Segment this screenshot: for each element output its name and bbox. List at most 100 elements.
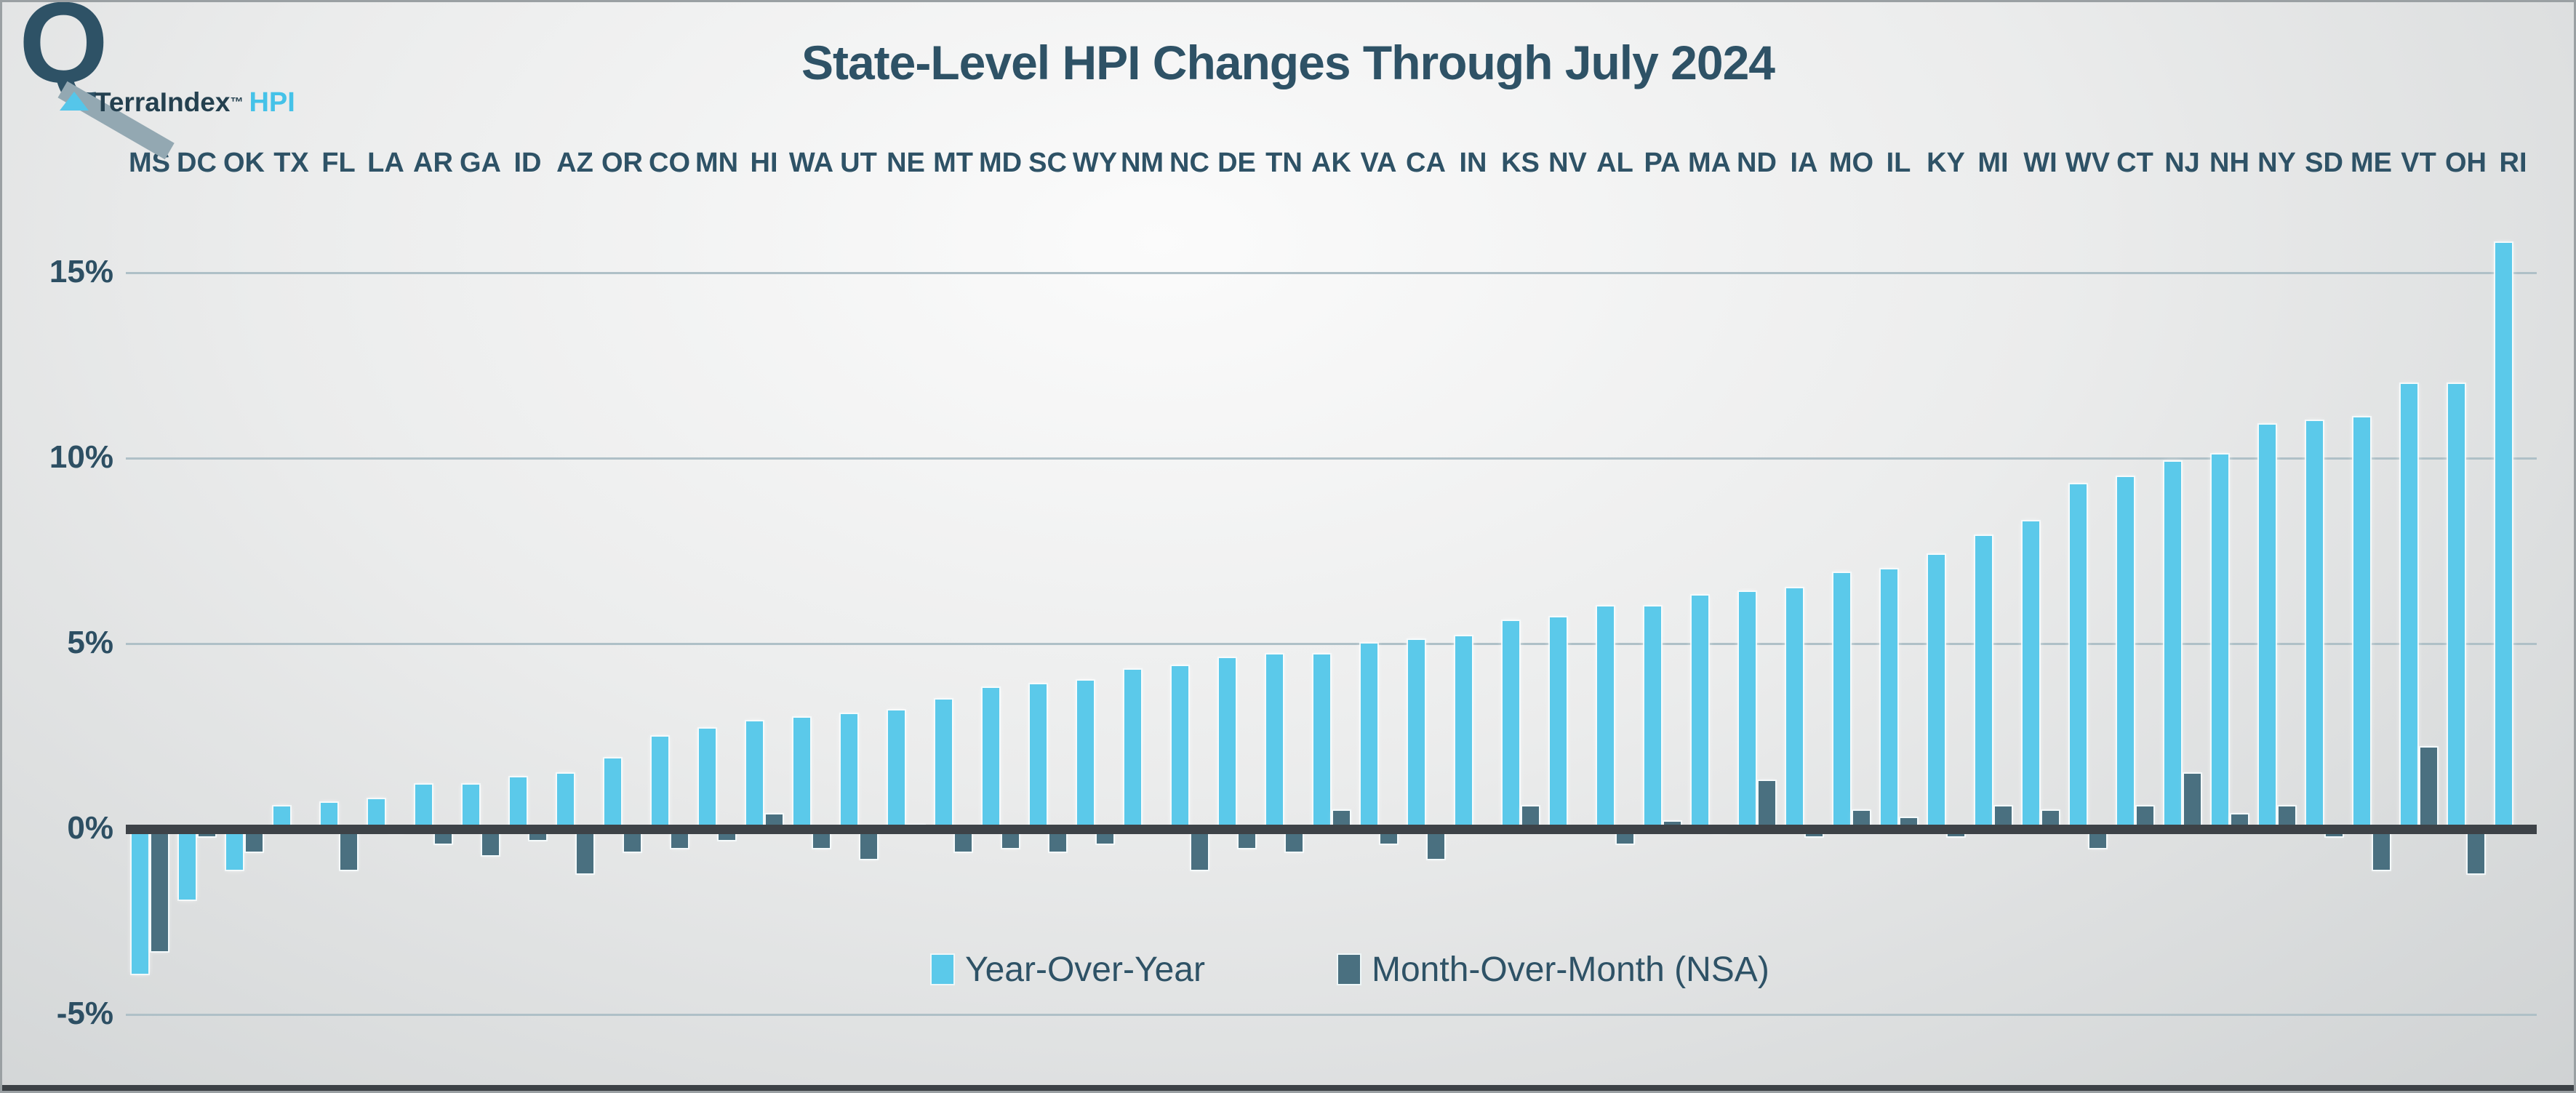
- bar-yoy-AK: [1311, 653, 1332, 830]
- x-label-NE: NE: [887, 148, 925, 178]
- bar-yoy-MT: [933, 697, 953, 830]
- bar-yoy-NH: [2209, 452, 2230, 830]
- x-label-MD: MD: [978, 148, 1023, 178]
- bar-yoy-SD: [2304, 420, 2324, 830]
- bar-yoy-AR: [413, 782, 433, 830]
- bar-yoy-ND: [1737, 590, 1757, 830]
- x-label-VT: VT: [2401, 148, 2436, 178]
- x-label-ID: ID: [513, 148, 542, 178]
- x-label-MO: MO: [1828, 148, 1874, 178]
- x-label-AR: AR: [413, 148, 453, 178]
- x-label-PA: PA: [1644, 148, 1681, 178]
- x-label-NC: NC: [1169, 148, 1209, 178]
- x-label-SC: SC: [1028, 148, 1067, 178]
- legend-item-mom: Month-Over-Month (NSA): [1337, 949, 1769, 990]
- bar-yoy-ID: [508, 775, 528, 830]
- x-label-TX: TX: [273, 148, 309, 178]
- gridline-5%: [126, 643, 2537, 645]
- bar-mom-CA: [1425, 828, 1446, 860]
- bar-mom-NY: [2276, 805, 2297, 830]
- chart-title: State-Level HPI Changes Through July 202…: [801, 36, 1775, 89]
- bar-yoy-VT: [2399, 383, 2419, 830]
- terraindex-logo: Q TerraIndex™ HPI: [19, 0, 324, 160]
- bar-yoy-PA: [1642, 605, 1663, 830]
- bar-yoy-DC: [177, 828, 197, 901]
- bar-yoy-CT: [2115, 475, 2135, 830]
- bar-mom-FL: [338, 827, 359, 872]
- bar-mom-GA: [480, 828, 500, 857]
- bar-yoy-NV: [1548, 616, 1568, 830]
- bar-mom-MT: [953, 828, 973, 853]
- bar-mom-ME: [2371, 827, 2391, 872]
- x-label-SD: SD: [2305, 148, 2343, 178]
- bar-mom-ND: [1756, 779, 1777, 830]
- logo-q-icon: Q: [19, 0, 108, 107]
- bar-mom-UT: [858, 828, 879, 860]
- bar-mom-TN: [1284, 828, 1304, 853]
- bar-mom-NJ: [2182, 772, 2202, 830]
- x-label-IN: IN: [1459, 148, 1487, 178]
- bar-mom-AK: [1331, 809, 1351, 830]
- x-label-DC: DC: [177, 148, 217, 178]
- bar-mom-CT: [2135, 805, 2155, 830]
- x-label-CA: CA: [1406, 148, 1446, 178]
- x-label-MT: MT: [933, 148, 973, 178]
- y-tick-15%: 15%: [49, 254, 113, 289]
- x-label-NJ: NJ: [2164, 148, 2200, 178]
- yoy-legend-label: Year-Over-Year: [965, 950, 1205, 989]
- yoy-legend-swatch: [930, 953, 955, 985]
- x-label-MI: MI: [1977, 148, 2009, 178]
- bar-yoy-WI: [2020, 519, 2041, 830]
- bar-yoy-CA: [1406, 638, 1426, 830]
- bar-yoy-ME: [2351, 415, 2372, 830]
- x-label-CO: CO: [649, 148, 690, 178]
- x-label-OR: OR: [601, 148, 643, 178]
- x-label-NV: NV: [1548, 148, 1587, 178]
- x-label-OK: OK: [223, 148, 265, 178]
- x-axis-line: [126, 825, 2537, 834]
- bar-mom-SC: [1047, 828, 1068, 853]
- x-label-NY: NY: [2257, 148, 2296, 178]
- bar-mom-VT: [2418, 745, 2439, 830]
- bottom-border-band: [0, 1085, 2576, 1093]
- legend-item-yoy: Year-Over-Year: [930, 949, 1205, 990]
- bar-mom-KS: [1520, 805, 1540, 830]
- bar-yoy-MD: [980, 686, 1001, 830]
- x-label-IA: IA: [1790, 148, 1818, 178]
- bar-yoy-NY: [2257, 423, 2277, 830]
- bar-yoy-UT: [839, 712, 859, 830]
- bar-yoy-OK: [224, 827, 244, 872]
- x-label-NH: NH: [2209, 148, 2249, 178]
- chart-legend: Year-Over-Year Month-Over-Month (NSA): [0, 949, 2576, 993]
- bar-yoy-AZ: [555, 772, 575, 830]
- bar-yoy-MO: [1831, 572, 1852, 830]
- bar-yoy-WV: [2068, 482, 2088, 830]
- x-label-MA: MA: [1687, 148, 1732, 178]
- logo-trademark-symbol: ™: [230, 95, 244, 110]
- bar-yoy-IL: [1879, 568, 1899, 830]
- x-label-IL: IL: [1886, 148, 1911, 178]
- x-label-VA: VA: [1360, 148, 1397, 178]
- x-label-KS: KS: [1501, 148, 1540, 178]
- x-label-TN: TN: [1265, 148, 1303, 178]
- bar-yoy-MA: [1689, 593, 1710, 830]
- bar-yoy-RI: [2493, 241, 2513, 830]
- bar-mom-MO: [1851, 809, 1871, 830]
- y-tick-5%: 5%: [67, 625, 113, 660]
- y-tick-0%: 0%: [67, 810, 113, 846]
- bar-yoy-TN: [1264, 653, 1284, 830]
- gridline-10%: [126, 457, 2537, 460]
- bar-yoy-FL: [319, 801, 339, 830]
- x-label-ND: ND: [1737, 148, 1777, 178]
- x-label-DE: DE: [1217, 148, 1256, 178]
- logo-triangle-icon: [60, 92, 89, 111]
- bar-yoy-AL: [1595, 605, 1615, 830]
- logo-hpi-text: HPI: [249, 87, 295, 118]
- bar-yoy-NE: [886, 708, 906, 830]
- x-label-OH: OH: [2445, 148, 2487, 178]
- x-label-AL: AL: [1596, 148, 1633, 178]
- x-label-FL: FL: [321, 148, 356, 178]
- x-label-CT: CT: [2116, 148, 2153, 178]
- bar-yoy-MI: [1973, 535, 1993, 830]
